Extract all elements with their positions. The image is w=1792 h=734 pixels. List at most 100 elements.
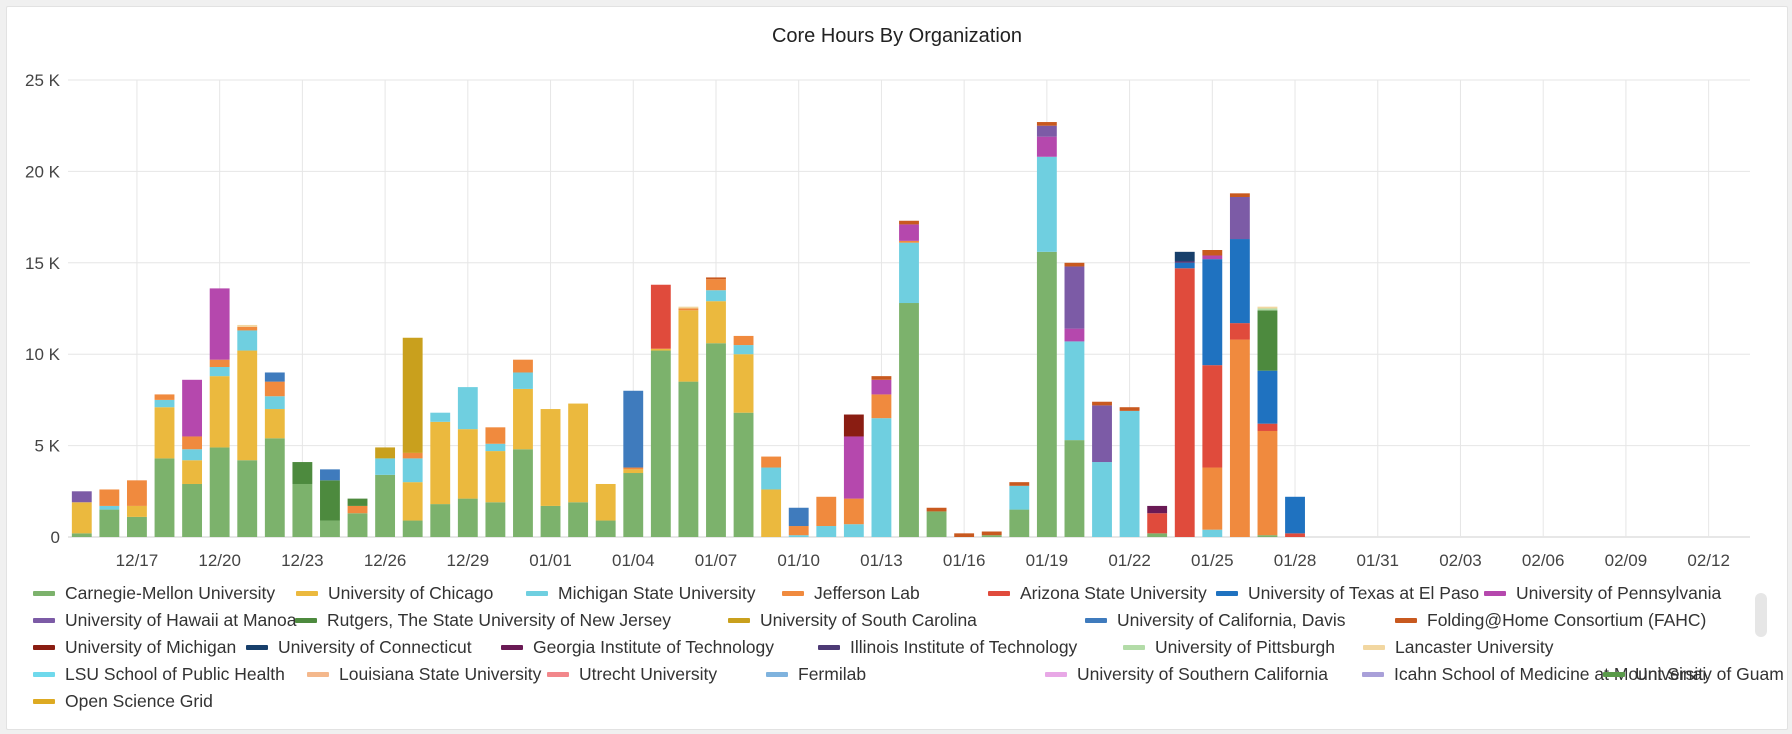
bar-segment[interactable]: 12/31 — Carnegie-Mellon University: 4800 [513, 449, 533, 537]
bar-segment[interactable]: 12/26 — Carnegie-Mellon University: 3400 [375, 474, 396, 537]
bar-segment[interactable]: 01/24 — University of Connecticut: 500 [1174, 251, 1195, 261]
bar-segment[interactable]: 01/14 — University of Pennsylvania: 900 [899, 224, 919, 241]
bar-segment[interactable]: 01/06 — Carnegie-Mellon University: 8500 [678, 381, 699, 537]
bar-segment[interactable]: 01/08 — Michigan State University: 500 [733, 345, 754, 355]
legend-item[interactable]: University of Guam [1603, 664, 1784, 685]
bar-segment[interactable]: 12/22 — Michigan State University: 700 [264, 396, 285, 410]
legend-item[interactable]: University of Michigan [33, 637, 236, 658]
bar-segment[interactable]: 12/30 — Jefferson Lab: 900 [485, 427, 506, 444]
legend-item[interactable]: University of Connecticut [246, 637, 472, 658]
bar-segment[interactable]: 12/19 — University of Chicago: 1300 [182, 460, 203, 484]
bar-segment[interactable]: 01/13 — Folding@Home Consortium (FAHC): … [871, 376, 892, 380]
bar-segment[interactable]: 12/17 — Carnegie-Mellon University: 1100 [127, 516, 147, 537]
bar-segment[interactable]: 01/09 — University of Chicago: 2600 [761, 489, 782, 537]
legend-item[interactable]: University of Texas at El Paso [1216, 583, 1479, 604]
bar-segment[interactable]: 01/22 — Michigan State University: 6900 [1119, 410, 1140, 537]
bar-segment[interactable]: 12/26 — University of South Carolina: 60… [375, 447, 396, 459]
bar-segment[interactable]: 12/28 — Michigan State University: 500 [430, 412, 451, 422]
bar-segment[interactable]: 01/23 — Georgia Institute of Technology:… [1147, 505, 1168, 514]
bar-segment[interactable]: 01/22 — Folding@Home Consortium (FAHC): … [1119, 407, 1140, 411]
bar-segment[interactable]: 01/17 — Carnegie-Mellon University: 100 [981, 535, 1002, 537]
legend-item[interactable]: Rutgers, The State University of New Jer… [295, 610, 671, 631]
legend-scrollbar[interactable] [1755, 593, 1767, 637]
bar-segment[interactable]: 01/07 — Michigan State University: 600 [706, 290, 726, 302]
bar-segment[interactable]: 12/27 — Carnegie-Mellon University: 900 [402, 520, 423, 537]
bar-segment[interactable]: 01/05 — Carnegie-Mellon University: 1020… [650, 350, 671, 537]
legend-item[interactable]: Fermilab [766, 664, 866, 685]
bar-segment[interactable]: 12/29 — University of Chicago: 3800 [457, 429, 478, 499]
bar-segment[interactable]: 12/22 — University of Chicago: 1600 [264, 409, 285, 439]
bar-segment[interactable]: 01/25 — Arizona State University: 5600 [1202, 365, 1223, 468]
bar-segment[interactable]: 01/26 — University of Hawaii at Manoa: 2… [1229, 196, 1250, 240]
bar-segment[interactable]: 12/18 — Jefferson Lab: 300 [154, 394, 175, 400]
bar-segment[interactable]: 01/06 — Lancaster University: 100 [678, 306, 699, 309]
bar-segment[interactable]: 01/27 — Arizona State University: 400 [1257, 423, 1278, 431]
bar-segment[interactable]: 01/27 — Lancaster University: 100 [1257, 306, 1278, 309]
bar-segment[interactable]: 01/21 — Folding@Home Consortium (FAHC): … [1092, 401, 1112, 406]
bar-segment[interactable]: 12/24 — Carnegie-Mellon University: 900 [320, 520, 340, 537]
bar-segment[interactable]: 01/20 — University of Pennsylvania: 700 [1064, 328, 1085, 342]
bar-segment[interactable]: 12/22 — Jefferson Lab: 800 [264, 381, 285, 397]
bar-segment[interactable]: 01/18 — Carnegie-Mellon University: 1500 [1009, 509, 1030, 537]
bar-segment[interactable]: 01/04 — Carnegie-Mellon University: 3500 [623, 473, 644, 537]
bar-segment[interactable]: 12/28 — University of Chicago: 4500 [430, 421, 451, 505]
bar-segment[interactable]: 12/24 — University of California, Davis:… [320, 469, 340, 481]
bar-segment[interactable]: 12/31 — University of Chicago: 3300 [513, 388, 533, 450]
bar-segment[interactable]: 12/16 — Carnegie-Mellon University: 1500 [99, 509, 120, 537]
legend-item[interactable]: Illinois Institute of Technology [818, 637, 1077, 658]
bar-segment[interactable]: 12/23 — Carnegie-Mellon University: 2900 [292, 483, 313, 537]
bar-segment[interactable]: 01/23 — Arizona State University: 1100 [1147, 513, 1168, 534]
bar-segment[interactable]: 01/04 — Jefferson Lab: 100 [623, 467, 644, 470]
bar-segment[interactable]: 12/27 — University of South Carolina: 63… [402, 337, 423, 453]
legend-item[interactable]: Lancaster University [1363, 637, 1554, 658]
bar-segment[interactable]: 01/23 — Carnegie-Mellon University: 200 [1147, 533, 1168, 537]
bar-segment[interactable]: 01/13 — University of Pennsylvania: 800 [871, 379, 892, 395]
bar-segment[interactable]: 01/19 — Carnegie-Mellon University: 1560… [1036, 251, 1057, 537]
legend-item[interactable]: University of California, Davis [1085, 610, 1346, 631]
bar-segment[interactable]: 01/03 — University of Chicago: 2000 [595, 483, 616, 521]
bar-segment[interactable]: 01/19 — Folding@Home Consortium (FAHC): … [1036, 122, 1057, 126]
bar-segment[interactable]: 12/20 — University of Pennsylvania: 3900 [209, 288, 230, 360]
legend-item[interactable]: University of Pittsburgh [1123, 637, 1335, 658]
bar-segment[interactable]: 01/26 — University of Texas at El Paso: … [1229, 239, 1250, 324]
bar-segment[interactable]: 01/04 — University of California, Davis:… [623, 390, 644, 468]
bar-segment[interactable]: 01/12 — Michigan State University: 700 [843, 524, 864, 537]
bar-segment[interactable]: 01/26 — Folding@Home Consortium (FAHC): … [1229, 193, 1250, 197]
bar-segment[interactable]: 01/05 — Arizona State University: 3500 [650, 284, 671, 349]
bar-segment[interactable]: 12/31 — Michigan State University: 900 [513, 372, 533, 389]
bar-segment[interactable]: 01/09 — Michigan State University: 1200 [761, 467, 782, 490]
bar-segment[interactable]: 01/11 — Jefferson Lab: 1600 [816, 496, 837, 527]
bar-segment[interactable]: 01/08 — University of Chicago: 3200 [733, 354, 754, 413]
bar-segment[interactable]: 01/10 — University of California, Davis:… [788, 507, 809, 527]
bar-segment[interactable]: 01/26 — Jefferson Lab: 10800 [1229, 339, 1250, 537]
bar-segment[interactable]: 12/27 — Jefferson Lab: 300 [402, 452, 423, 459]
bar-segment[interactable]: 01/12 — University of Michigan: 1200 [843, 414, 864, 437]
bar-segment[interactable]: 01/01 — University of Chicago: 5300 [540, 409, 561, 506]
legend-item[interactable]: LSU School of Public Health [33, 664, 285, 685]
bar-segment[interactable]: 12/28 — Carnegie-Mellon University: 1800 [430, 504, 451, 537]
bar-segment[interactable]: 01/25 — Michigan State University: 400 [1202, 529, 1223, 537]
bar-segment[interactable]: 01/13 — Michigan State University: 6500 [871, 418, 892, 537]
bar-segment[interactable]: 01/12 — University of Pennsylvania: 3400 [843, 436, 864, 499]
bar-segment[interactable]: 12/20 — University of Chicago: 3900 [209, 376, 230, 448]
bar-segment[interactable]: 01/27 — University of Pittsburgh: 100 [1257, 308, 1278, 311]
bar-segment[interactable]: 01/28 — Arizona State University: 200 [1285, 533, 1305, 537]
bar-segment[interactable]: 01/12 — Jefferson Lab: 1400 [843, 498, 864, 525]
bar-segment[interactable]: 12/25 — Carnegie-Mellon University: 1300 [347, 513, 368, 537]
bar-segment[interactable]: 12/24 — Rutgers, The State University of… [320, 480, 340, 521]
bar-segment[interactable]: 01/05 — University of Chicago: 100 [650, 348, 671, 351]
bar-segment[interactable]: 12/19 — University of Pennsylvania: 3100 [182, 379, 203, 437]
bar-segment[interactable]: 12/21 — University of Chicago: 6000 [237, 350, 258, 461]
bar-segment[interactable]: 01/02 — Carnegie-Mellon University: 1900 [568, 502, 589, 537]
bar-segment[interactable]: 12/25 — Jefferson Lab: 400 [347, 505, 368, 514]
bar-segment[interactable]: 12/15 — University of Hawaii at Manoa: 6… [71, 491, 92, 503]
bar-segment[interactable]: 01/14 — Folding@Home Consortium (FAHC): … [899, 220, 919, 225]
bar-segment[interactable]: 01/24 — Illinois Institute of Technology… [1174, 260, 1195, 263]
bar-segment[interactable]: 12/30 — Carnegie-Mellon University: 1900 [485, 502, 506, 537]
bar-segment[interactable]: 12/29 — Carnegie-Mellon University: 2100 [457, 498, 478, 537]
bar-segment[interactable]: 01/18 — Michigan State University: 1300 [1009, 485, 1030, 510]
bar-segment[interactable]: 01/19 — University of Hawaii at Manoa: 6… [1036, 125, 1057, 137]
bar-segment[interactable]: 01/08 — Carnegie-Mellon University: 6800 [733, 412, 754, 537]
bar-segment[interactable]: 01/20 — Folding@Home Consortium (FAHC): … [1064, 262, 1085, 267]
bar-segment[interactable]: 01/19 — Michigan State University: 5200 [1036, 156, 1057, 252]
